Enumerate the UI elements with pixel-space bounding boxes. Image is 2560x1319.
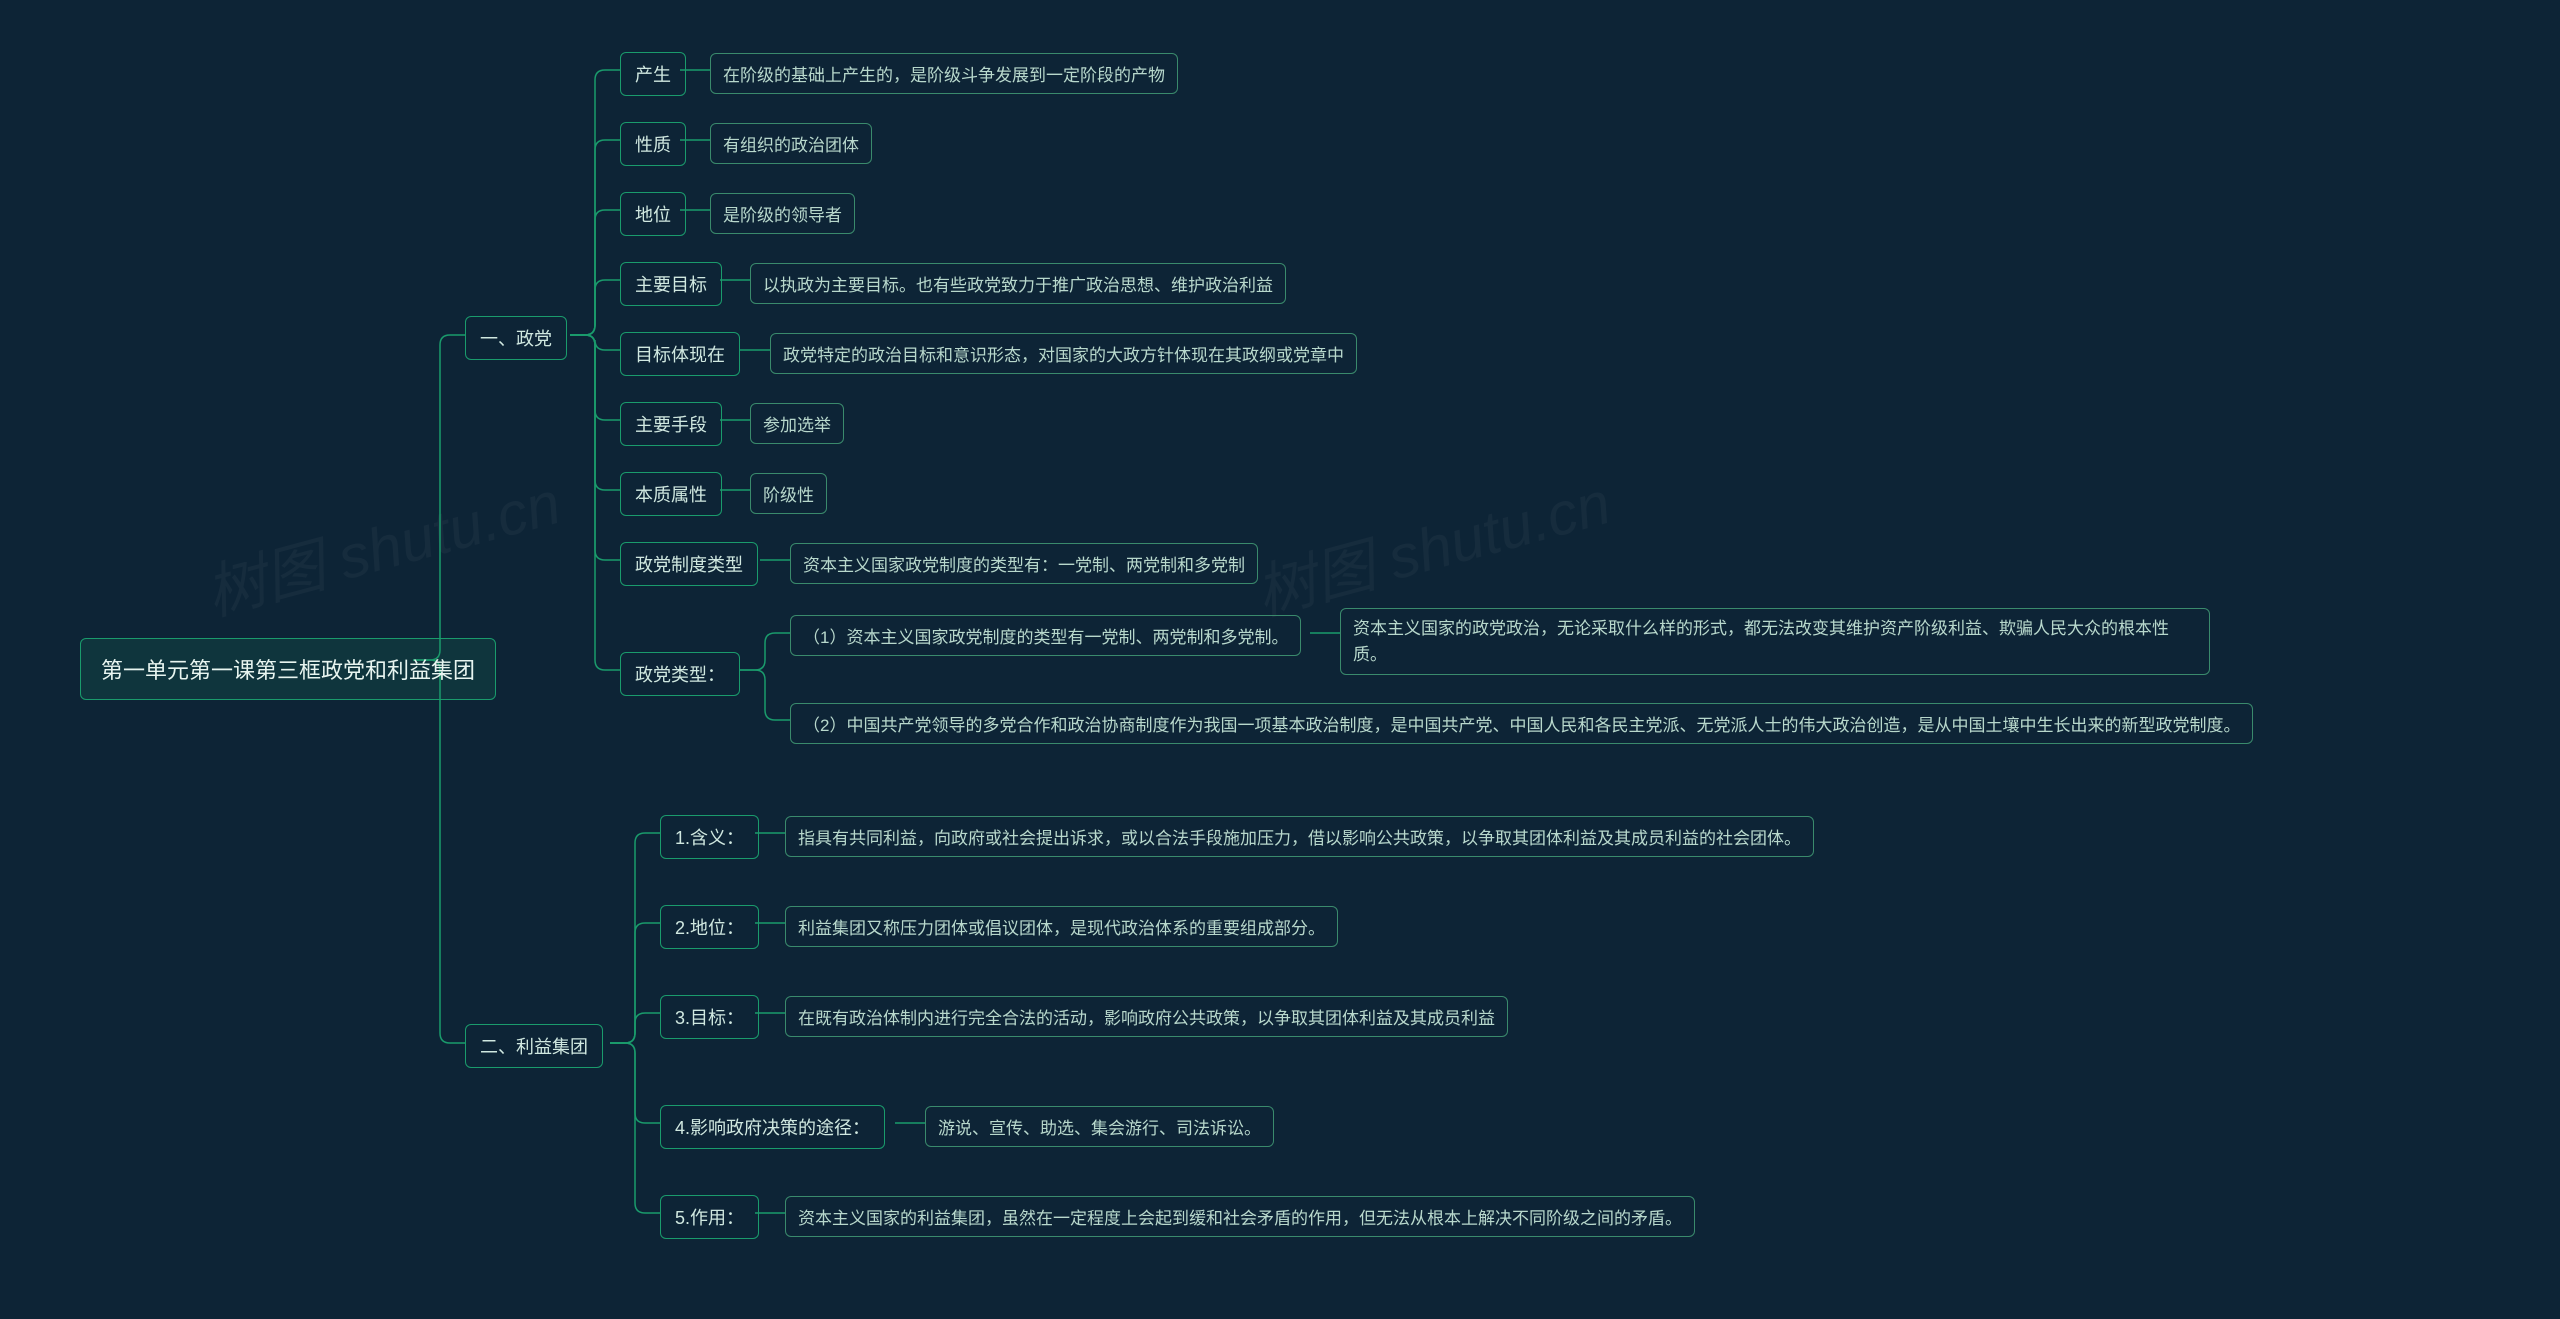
b2-k0: 1.含义： (660, 815, 759, 859)
b1-k3: 主要目标 (620, 262, 722, 306)
b1-v6: 阶级性 (750, 473, 827, 514)
b1-types-sub1-val: 资本主义国家的政党政治，无论采取什么样的形式，都无法改变其维护资产阶级利益、欺骗… (1340, 608, 2210, 675)
branch-2: 二、利益集团 (465, 1024, 603, 1068)
b2-v3: 游说、宣传、助选、集会游行、司法诉讼。 (925, 1106, 1274, 1147)
b1-v2: 是阶级的领导者 (710, 193, 855, 234)
b1-v5: 参加选举 (750, 403, 844, 444)
b1-types-sub2: （2）中国共产党领导的多党合作和政治协商制度作为我国一项基本政治制度，是中国共产… (790, 703, 2253, 744)
b1-k7: 政党制度类型 (620, 542, 758, 586)
b2-v4: 资本主义国家的利益集团，虽然在一定程度上会起到缓和社会矛盾的作用，但无法从根本上… (785, 1196, 1695, 1237)
b1-types-key: 政党类型： (620, 652, 740, 696)
b2-v0: 指具有共同利益，向政府或社会提出诉求，或以合法手段施加压力，借以影响公共政策，以… (785, 816, 1814, 857)
b1-v4: 政党特定的政治目标和意识形态，对国家的大政方针体现在其政纲或党章中 (770, 333, 1357, 374)
b2-k1: 2.地位： (660, 905, 759, 949)
b1-k2: 地位 (620, 192, 686, 236)
b2-v2: 在既有政治体制内进行完全合法的活动，影响政府公共政策，以争取其团体利益及其成员利… (785, 996, 1508, 1037)
b1-k4: 目标体现在 (620, 332, 740, 376)
b1-k6: 本质属性 (620, 472, 722, 516)
b1-v7: 资本主义国家政党制度的类型有：一党制、两党制和多党制 (790, 543, 1258, 584)
b1-k1: 性质 (620, 122, 686, 166)
root-node: 第一单元第一课第三框政党和利益集团 (80, 638, 496, 700)
b2-k4: 5.作用： (660, 1195, 759, 1239)
b1-k5: 主要手段 (620, 402, 722, 446)
b1-v3: 以执政为主要目标。也有些政党致力于推广政治思想、维护政治利益 (750, 263, 1286, 304)
b1-types-sub1-key: （1）资本主义国家政党制度的类型有一党制、两党制和多党制。 (790, 615, 1301, 656)
b2-v1: 利益集团又称压力团体或倡议团体，是现代政治体系的重要组成部分。 (785, 906, 1338, 947)
b1-v1: 有组织的政治团体 (710, 123, 872, 164)
b1-v0: 在阶级的基础上产生的，是阶级斗争发展到一定阶段的产物 (710, 53, 1178, 94)
branch-1: 一、政党 (465, 316, 567, 360)
watermark-2: 树图 shutu.cn (1245, 454, 1619, 632)
b1-k0: 产生 (620, 52, 686, 96)
b2-k3: 4.影响政府决策的途径： (660, 1105, 885, 1149)
watermark-1: 树图 shutu.cn (195, 454, 569, 632)
b2-k2: 3.目标： (660, 995, 759, 1039)
